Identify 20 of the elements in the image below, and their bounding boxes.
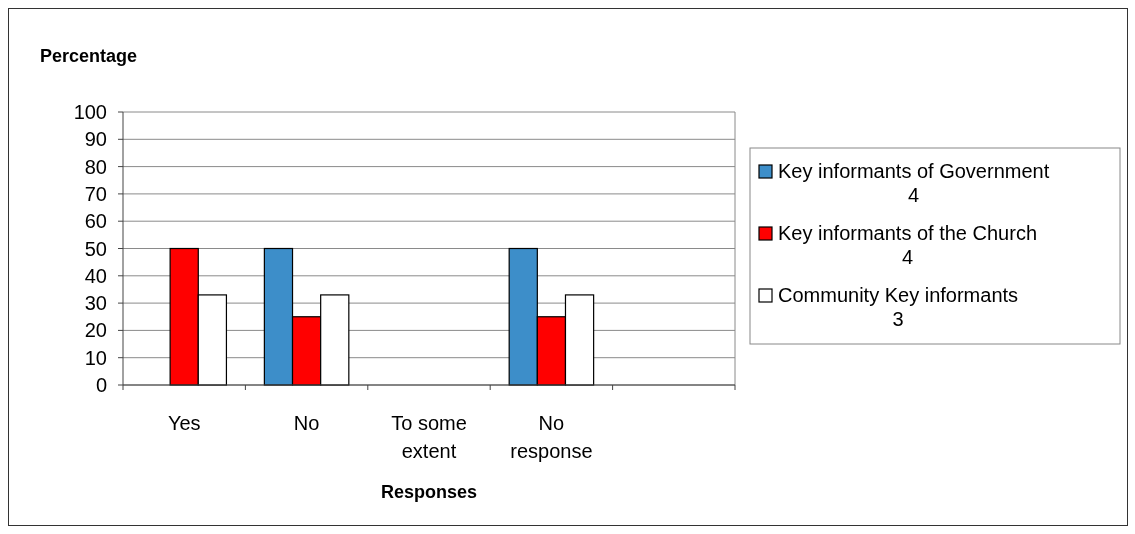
x-axis-title: Responses [380, 482, 478, 502]
legend-label: Community Key informants 3 [778, 284, 1019, 330]
y-tick-label: 20 [84, 319, 107, 342]
y-tick-label: 60 [84, 210, 107, 233]
y-tick-label: 90 [84, 128, 107, 151]
x-tick-label: No response [510, 412, 593, 462]
y-tick-label: 40 [84, 264, 107, 287]
x-tick-label: Yes [167, 412, 201, 434]
y-tick-label: 50 [84, 237, 107, 260]
legend-label: Key informants of Government 4 [778, 160, 1050, 206]
y-tick-label: 80 [84, 155, 107, 178]
y-tick-label: 100 [73, 101, 107, 123]
y-axis-title: Percentage [40, 46, 138, 66]
y-tick-label: 70 [84, 182, 107, 205]
legend-label: Key informants of the Church 4 [778, 222, 1038, 268]
x-tick-label: No [293, 412, 320, 434]
x-tick-label: To some extent [391, 412, 467, 462]
y-tick-label: 10 [84, 346, 107, 369]
y-tick-label: 0 [95, 374, 107, 396]
y-tick-label: 30 [84, 292, 107, 315]
